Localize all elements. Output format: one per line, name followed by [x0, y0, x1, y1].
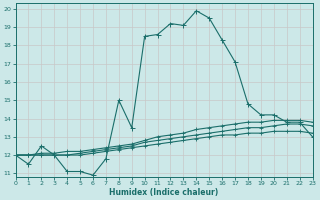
X-axis label: Humidex (Indice chaleur): Humidex (Indice chaleur) — [109, 188, 219, 197]
